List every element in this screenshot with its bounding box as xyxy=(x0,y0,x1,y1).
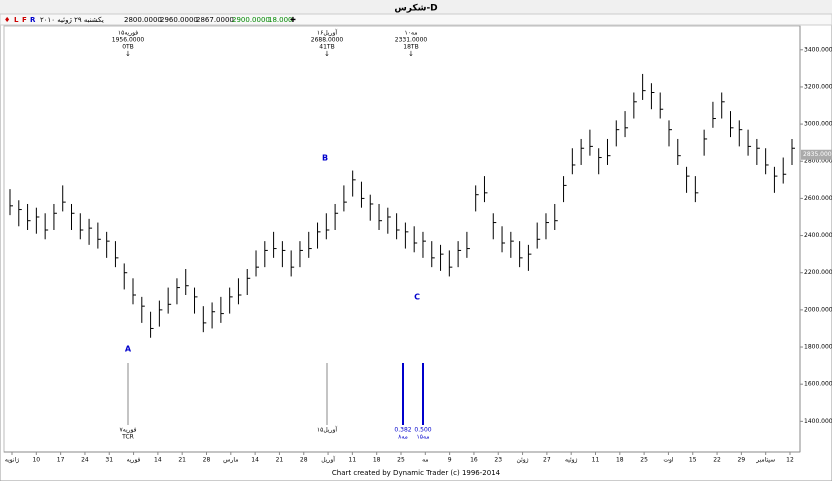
x-tick-label: 25 xyxy=(397,457,405,464)
flag[interactable]: R xyxy=(30,16,36,24)
info-close: 2900.0000 xyxy=(232,16,270,24)
flag[interactable]: L xyxy=(14,16,19,24)
x-tick-label: اوت xyxy=(663,457,674,464)
info-volume: 18.000 xyxy=(268,16,293,24)
info-high: 2960.0000 xyxy=(160,16,198,24)
last-price-box xyxy=(801,149,832,160)
time-marker-label: ۷فوریه xyxy=(120,427,137,434)
y-tick-label: 3400.0000 xyxy=(804,46,832,53)
y-tick-label: 2600.0000 xyxy=(804,195,832,202)
x-tick-label: آوریل xyxy=(321,455,335,464)
last-price-label: 2835.0000 xyxy=(803,151,832,158)
info-date: یکشنبه ۲۹ ژوئیه ۲۰۱۰ xyxy=(40,16,104,24)
x-tick-label: 23 xyxy=(494,457,502,464)
x-tick-label: 15 xyxy=(689,457,697,464)
info-bar xyxy=(0,13,832,26)
diamond: ♦ xyxy=(4,16,10,24)
x-tick-label: 12 xyxy=(786,457,794,464)
pivot-arrow: ↓ xyxy=(408,50,414,58)
wave-label: A xyxy=(125,345,132,354)
x-tick-label: ژوئیه xyxy=(565,457,578,464)
y-tick-label: 3200.0000 xyxy=(804,83,832,90)
x-tick-label: 10 xyxy=(32,457,40,464)
flag[interactable]: F xyxy=(22,16,27,24)
y-tick-label: 2200.0000 xyxy=(804,269,832,276)
pivot-tb: 0TB xyxy=(122,44,134,51)
time-marker-label: TCR xyxy=(121,434,134,441)
info-low: 2867.0000 xyxy=(196,16,234,24)
x-tick-label: 27 xyxy=(543,457,551,464)
time-marker-label: 0.500 xyxy=(414,427,431,434)
x-tick-label: 25 xyxy=(640,457,648,464)
footer: Chart created by Dynamic Trader (c) 1996… xyxy=(332,469,501,477)
pivot-date: ۱۰مه xyxy=(405,30,418,37)
x-tick-label: 28 xyxy=(203,457,211,464)
x-tick-label: 14 xyxy=(251,457,259,464)
x-tick-label: 24 xyxy=(81,457,89,464)
x-tick-label: مه xyxy=(422,457,428,464)
x-tick-label: مارس xyxy=(223,457,238,464)
pivot-date: ۱۶آوریل xyxy=(317,28,337,37)
y-tick-label: 2800.0000 xyxy=(804,158,832,165)
x-tick-label: 28 xyxy=(300,457,308,464)
time-marker-label: ۸مه xyxy=(398,434,408,441)
x-tick-label: 9 xyxy=(448,457,452,464)
x-tick-label: ژوئن xyxy=(517,457,529,464)
x-tick-label: 21 xyxy=(178,457,186,464)
pivot-tb: 18TB xyxy=(403,44,418,51)
x-tick-label: 11 xyxy=(349,457,357,464)
info-open: 2800.0000 xyxy=(124,16,162,24)
wave-label: C xyxy=(414,293,420,302)
x-tick-label: 29 xyxy=(738,457,746,464)
pivot-price: 2331.0000 xyxy=(395,37,428,44)
x-tick-label: 21 xyxy=(276,457,284,464)
pivot-arrow: ↓ xyxy=(125,50,131,58)
x-tick-label: 22 xyxy=(713,457,721,464)
time-marker-label: ۱۵آوریل xyxy=(317,425,337,434)
chart-title: شکرس-D xyxy=(394,4,437,14)
time-marker-label: 0.382 xyxy=(394,427,411,434)
y-tick-label: 1800.0000 xyxy=(804,344,832,351)
x-tick-label: 11 xyxy=(592,457,600,464)
pivot-price: 1956.0000 xyxy=(112,37,145,44)
x-tick-label: فوریه xyxy=(127,457,141,464)
x-tick-label: 18 xyxy=(616,457,624,464)
title-bar xyxy=(0,0,832,14)
time-marker-label: ۱۵مه xyxy=(417,434,430,441)
y-tick-label: 2400.0000 xyxy=(804,232,832,239)
x-tick-label: 31 xyxy=(105,457,113,464)
wave-label: B xyxy=(322,154,328,163)
y-tick-label: 2000.0000 xyxy=(804,306,832,313)
x-tick-label: 14 xyxy=(154,457,162,464)
pivot-arrow: ↓ xyxy=(324,50,330,58)
pivot-price: 2688.0000 xyxy=(311,37,344,44)
x-tick-label: سپتامبر xyxy=(755,457,775,464)
y-tick-label: 1400.0000 xyxy=(804,418,832,425)
pivot-date: ۱۵فوریه xyxy=(118,30,138,37)
x-tick-label: 17 xyxy=(57,457,65,464)
x-tick-label: 18 xyxy=(373,457,381,464)
pivot-tb: 41TB xyxy=(319,44,334,51)
y-tick-label: 3000.0000 xyxy=(804,121,832,128)
x-tick-label: 16 xyxy=(470,457,478,464)
y-tick-label: 1600.0000 xyxy=(804,381,832,388)
info-cross: ✚ xyxy=(290,16,296,24)
x-tick-label: ژانویه xyxy=(5,457,19,464)
